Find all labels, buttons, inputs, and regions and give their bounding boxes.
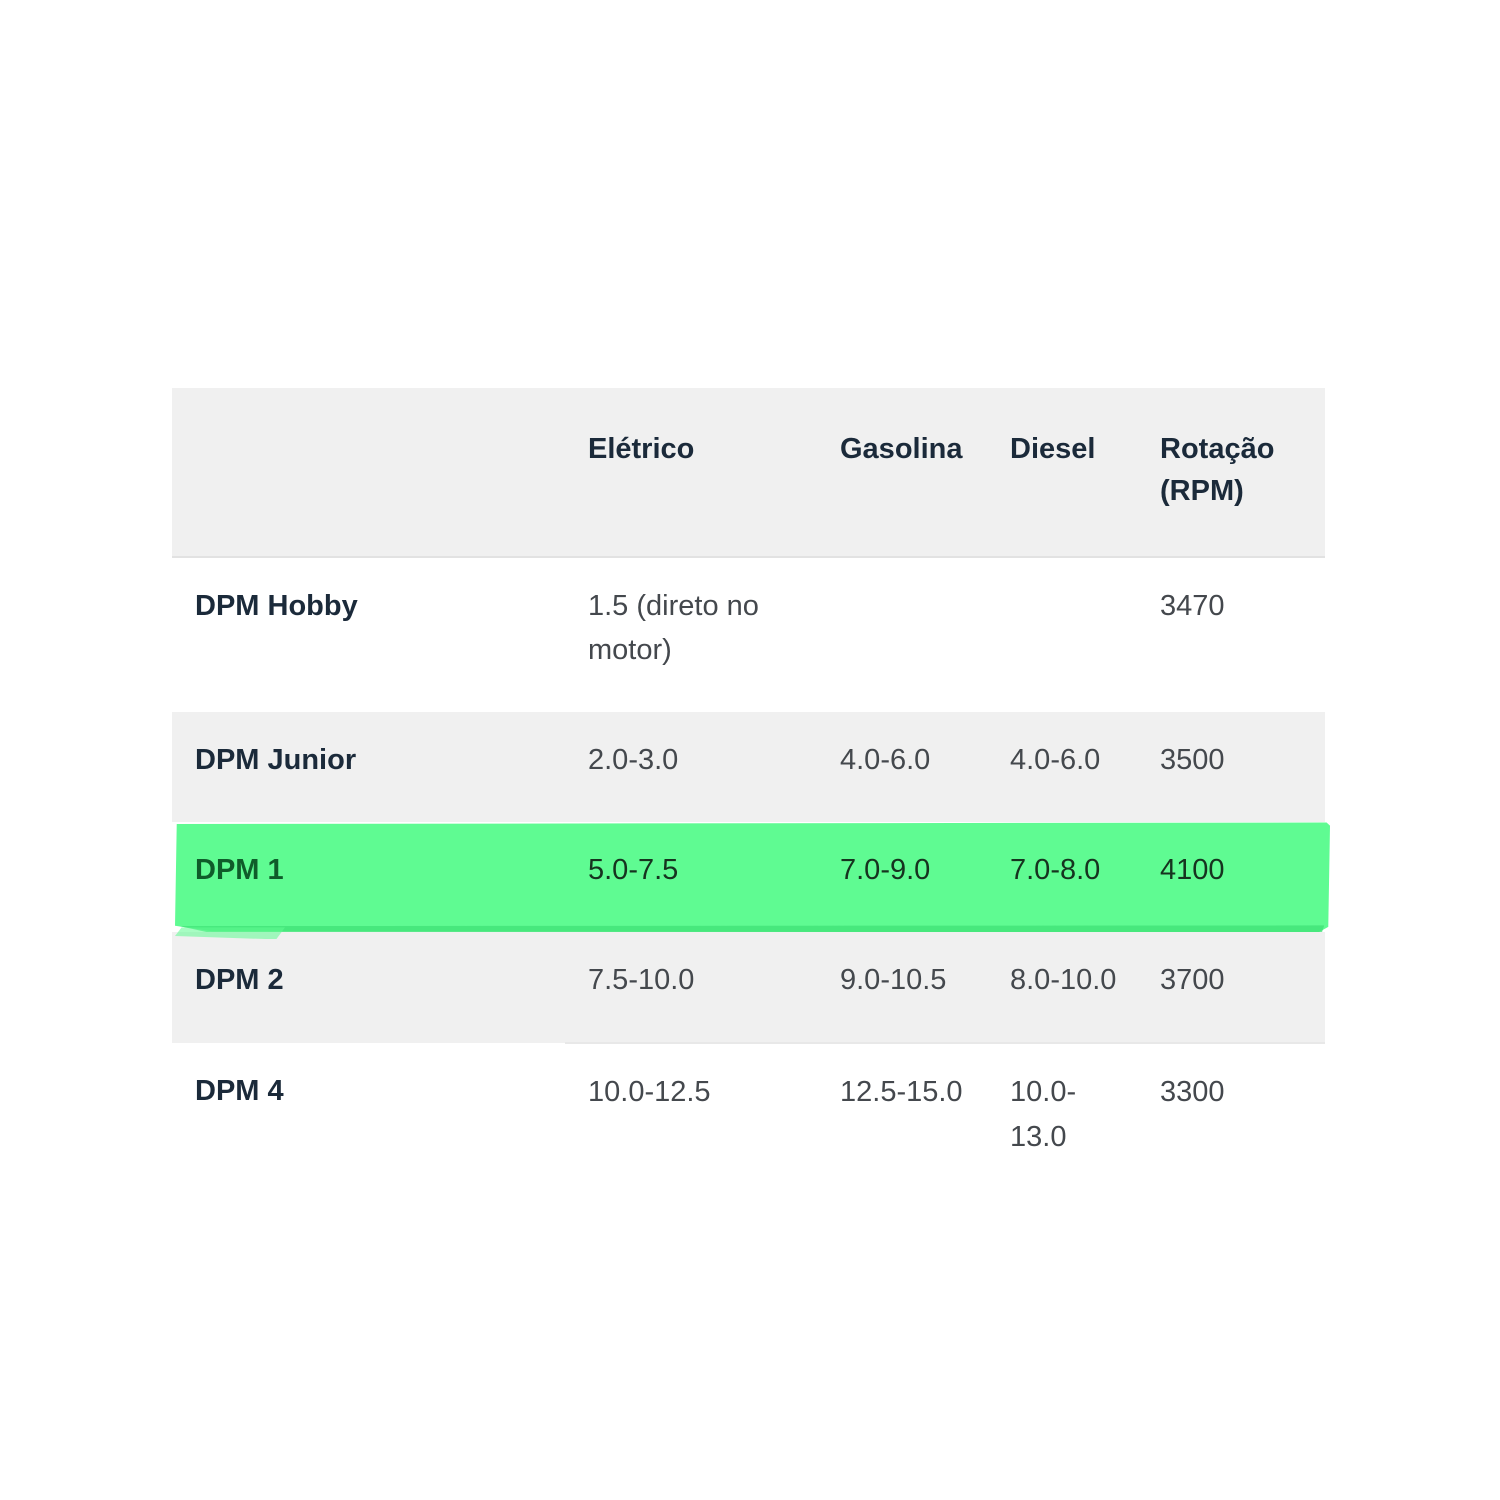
cell-dpm-2-diesel: 8.0-10.0 [987, 932, 1137, 1045]
engine-spec-table: Elétrico Gasolina Diesel Rotação (RPM) D… [172, 388, 1325, 1199]
table-header: Elétrico Gasolina Diesel Rotação (RPM) [172, 388, 1325, 559]
column-header-diesel: Diesel [987, 388, 1137, 559]
cell-dpm-4-diesel: 10.0-13.0 [1010, 1076, 1077, 1153]
row-label-dpm-2: DPM 2 [195, 964, 284, 997]
column-header-gasolina: Gasolina [817, 388, 987, 559]
table-row: DPM 4 10.0-12.5 12.5-15.0 10.0-13.0 3300 [172, 1043, 1325, 1199]
cell-dpm-2-gasolina: 9.0-10.5 [817, 932, 987, 1045]
table-header-row: Elétrico Gasolina Diesel Rotação (RPM) [172, 388, 1325, 559]
cell-dpm-2-rpm: 3700 [1137, 932, 1325, 1045]
cell-dpm-junior-rpm: 3500 [1160, 744, 1225, 777]
cell-dpm-1-eletrico: 5.0-7.5 [588, 854, 679, 887]
table-row: DPM Hobby 1.5 (direto no motor) 3470 [172, 557, 1325, 713]
cell-dpm-2-eletrico: 7.5-10.0 [565, 932, 817, 1045]
cell-dpm-4-gasolina: 12.5-15.0 [840, 1076, 963, 1109]
row-label-dpm-junior: DPM Junior [195, 744, 357, 777]
table-body: DPM Hobby 1.5 (direto no motor) 3470 DPM… [172, 557, 1325, 1199]
cell-dpm-hobby-rpm: 3470 [1160, 590, 1225, 623]
cell-dpm-junior-diesel: 4.0-6.0 [1010, 744, 1101, 777]
column-header-model [172, 388, 565, 559]
table-row: DPM Junior 2.0-3.0 4.0-6.0 4.0-6.0 3500 [172, 712, 1325, 823]
column-header-rotacao-rpm: Rotação (RPM) [1137, 388, 1325, 559]
cell-dpm-hobby-diesel [987, 557, 1137, 712]
table-row-highlighted: DPM 1 5.0-7.5 7.0-9.0 7.0-8.0 4100 [172, 822, 1325, 932]
cell-dpm-1-gasolina: 7.0-9.0 [840, 854, 931, 887]
row-label-dpm-1: DPM 1 [195, 854, 284, 887]
cell-dpm-junior-eletrico: 2.0-3.0 [588, 744, 679, 777]
cell-dpm-junior-gasolina: 4.0-6.0 [840, 744, 931, 777]
cell-dpm-hobby-eletrico: 1.5 (direto no motor) [588, 590, 759, 667]
row-label-dpm-hobby: DPM Hobby [195, 590, 358, 623]
cell-dpm-hobby-gasolina [817, 557, 987, 712]
column-header-eletrico: Elétrico [565, 388, 817, 559]
cell-dpm-4-eletrico: 10.0-12.5 [588, 1076, 711, 1109]
cell-dpm-1-diesel: 7.0-8.0 [1010, 854, 1101, 887]
cell-dpm-4-rpm: 3300 [1160, 1076, 1225, 1109]
cell-dpm-1-rpm: 4100 [1160, 854, 1225, 887]
table-row: DPM 2 7.5-10.0 9.0-10.5 8.0-10.0 3700 [172, 932, 1325, 1045]
row-label-dpm-4: DPM 4 [195, 1075, 284, 1108]
spec-table-container: Elétrico Gasolina Diesel Rotação (RPM) D… [172, 388, 1330, 1199]
